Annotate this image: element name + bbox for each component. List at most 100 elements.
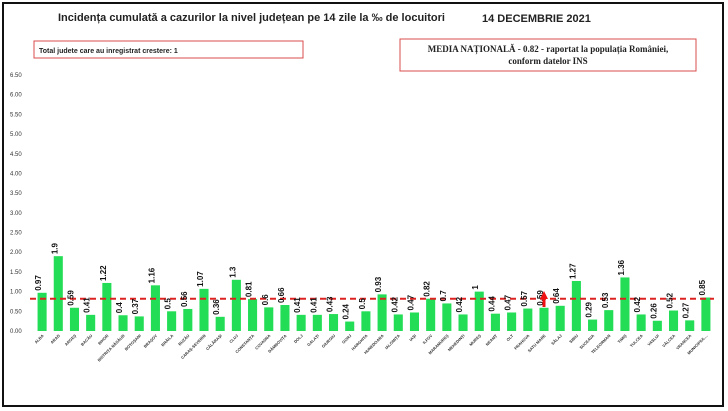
y-tick-label: 1.00 <box>10 290 22 296</box>
national-box-border <box>399 38 697 72</box>
x-tick-label: SIBIU <box>568 333 579 344</box>
chart-frame <box>2 2 724 407</box>
value-label: 0.41 <box>83 297 92 313</box>
increase-marker-group <box>540 291 548 307</box>
bar <box>636 314 646 331</box>
bar <box>588 319 598 331</box>
value-label: 0.24 <box>342 303 351 319</box>
chart-date: 14 DECEMBRIE 2021 <box>482 13 591 25</box>
y-tick-label: 5.00 <box>10 132 22 138</box>
bar <box>409 312 420 331</box>
x-tick-label: ARGEȘ <box>64 333 78 347</box>
x-tick-label: VÂLCEA <box>661 333 676 348</box>
x-tick-label: BRĂILA <box>160 333 174 347</box>
info-box-text: Total judete care au inregistrat crester… <box>39 48 178 55</box>
x-tick-label: BIHOR <box>97 333 110 346</box>
value-label: 0.26 <box>649 303 658 319</box>
national-average-box: MEDIA NAȚIONALĂ - 0.82 - raportat la pop… <box>399 38 697 72</box>
bar <box>167 311 177 331</box>
y-tick-label: 2.00 <box>10 250 22 256</box>
y-tick-label: 6.50 <box>10 73 22 79</box>
x-tick-label: SĂLAJ <box>550 333 563 346</box>
bar <box>312 314 322 331</box>
value-label: 0.41 <box>293 297 302 313</box>
bar <box>474 291 484 331</box>
value-label: 0.47 <box>504 294 513 310</box>
bar <box>328 314 339 331</box>
value-label: 0.93 <box>374 276 383 292</box>
bar <box>555 305 565 331</box>
value-label: 0.82 <box>423 281 432 297</box>
value-label: 0.59 <box>536 290 545 306</box>
bars <box>37 256 711 331</box>
x-tick-label: BACĂU <box>80 333 94 347</box>
x-tick-label: ARAD <box>49 333 61 345</box>
bar <box>701 297 711 331</box>
value-label: 0.7 <box>439 290 448 302</box>
value-labels: 0.97 1.9 0.59 0.41 1.22 0.4 0.37 1.16 0.5 0.56 1.0… <box>34 242 707 319</box>
value-label: 1.27 <box>568 263 577 279</box>
bar <box>53 256 63 331</box>
value-label: 0.4 <box>115 302 124 314</box>
x-tick-label: IAȘI <box>408 333 417 342</box>
value-label: 0.57 <box>520 290 529 306</box>
value-label: 1.16 <box>147 267 156 283</box>
bar <box>458 314 468 331</box>
value-label: 0.29 <box>585 301 594 317</box>
value-label: 1.36 <box>617 259 626 275</box>
y-tick-label: 0.50 <box>10 309 22 315</box>
value-label: 0.27 <box>682 302 691 318</box>
bar <box>345 321 355 331</box>
value-label: 0.43 <box>326 296 335 312</box>
x-tick-label: BRAȘOV <box>142 333 158 349</box>
y-axis: 0.00 0.50 1.00 1.50 2.00 2.50 3.00 3.50 4.00 4.50… <box>10 73 22 335</box>
x-tick-label: MEHEDINȚI <box>447 333 466 352</box>
x-tick-label: ALBA <box>33 333 44 344</box>
value-label: 1.3 <box>228 266 237 278</box>
y-tick-label: 6.00 <box>10 93 22 99</box>
bar <box>507 312 517 331</box>
bar <box>652 320 662 331</box>
value-label: 0.42 <box>455 296 464 312</box>
bar <box>604 310 614 331</box>
value-label: 1.22 <box>99 265 108 281</box>
info-box-border <box>33 40 304 59</box>
value-label: 0.41 <box>309 297 318 313</box>
x-tick-label: GORJ <box>341 333 353 345</box>
bar <box>134 316 144 331</box>
value-label: 0.81 <box>245 281 254 297</box>
value-label: 0.85 <box>698 279 707 295</box>
x-tick-label: TIMIȘ <box>617 333 628 344</box>
bar <box>37 292 47 331</box>
value-label: 0.37 <box>131 298 140 314</box>
x-tick-label: NEAMȚ <box>485 333 499 347</box>
bar <box>490 313 500 331</box>
bar <box>442 303 452 331</box>
bar <box>668 310 679 331</box>
value-label: 0.66 <box>277 287 286 303</box>
value-label: 1.07 <box>196 271 205 287</box>
increase-arrow-icon <box>540 291 548 299</box>
x-tick-label: VASLUI <box>646 333 660 347</box>
info-box: Total judete care au inregistrat crester… <box>33 40 304 59</box>
value-label: 0.64 <box>552 288 561 304</box>
x-tick-label: OLT <box>505 333 514 342</box>
bar <box>150 285 160 331</box>
y-tick-label: 3.00 <box>10 211 22 217</box>
y-tick-label: 4.00 <box>10 171 22 177</box>
value-label: 0.97 <box>34 275 43 291</box>
bar <box>199 288 209 331</box>
bar <box>86 314 96 331</box>
y-tick-label: 1.50 <box>10 270 22 276</box>
bar <box>523 308 533 331</box>
bar <box>102 282 112 331</box>
value-label: 0.5 <box>358 298 367 310</box>
bar <box>248 299 258 331</box>
value-label: 1 <box>471 285 480 290</box>
x-tick-label: BUZĂU <box>177 333 191 347</box>
value-label: 0.59 <box>66 290 75 306</box>
x-tick-label: TULCEA <box>629 333 644 348</box>
x-tick-label: CLUJ <box>228 333 239 344</box>
